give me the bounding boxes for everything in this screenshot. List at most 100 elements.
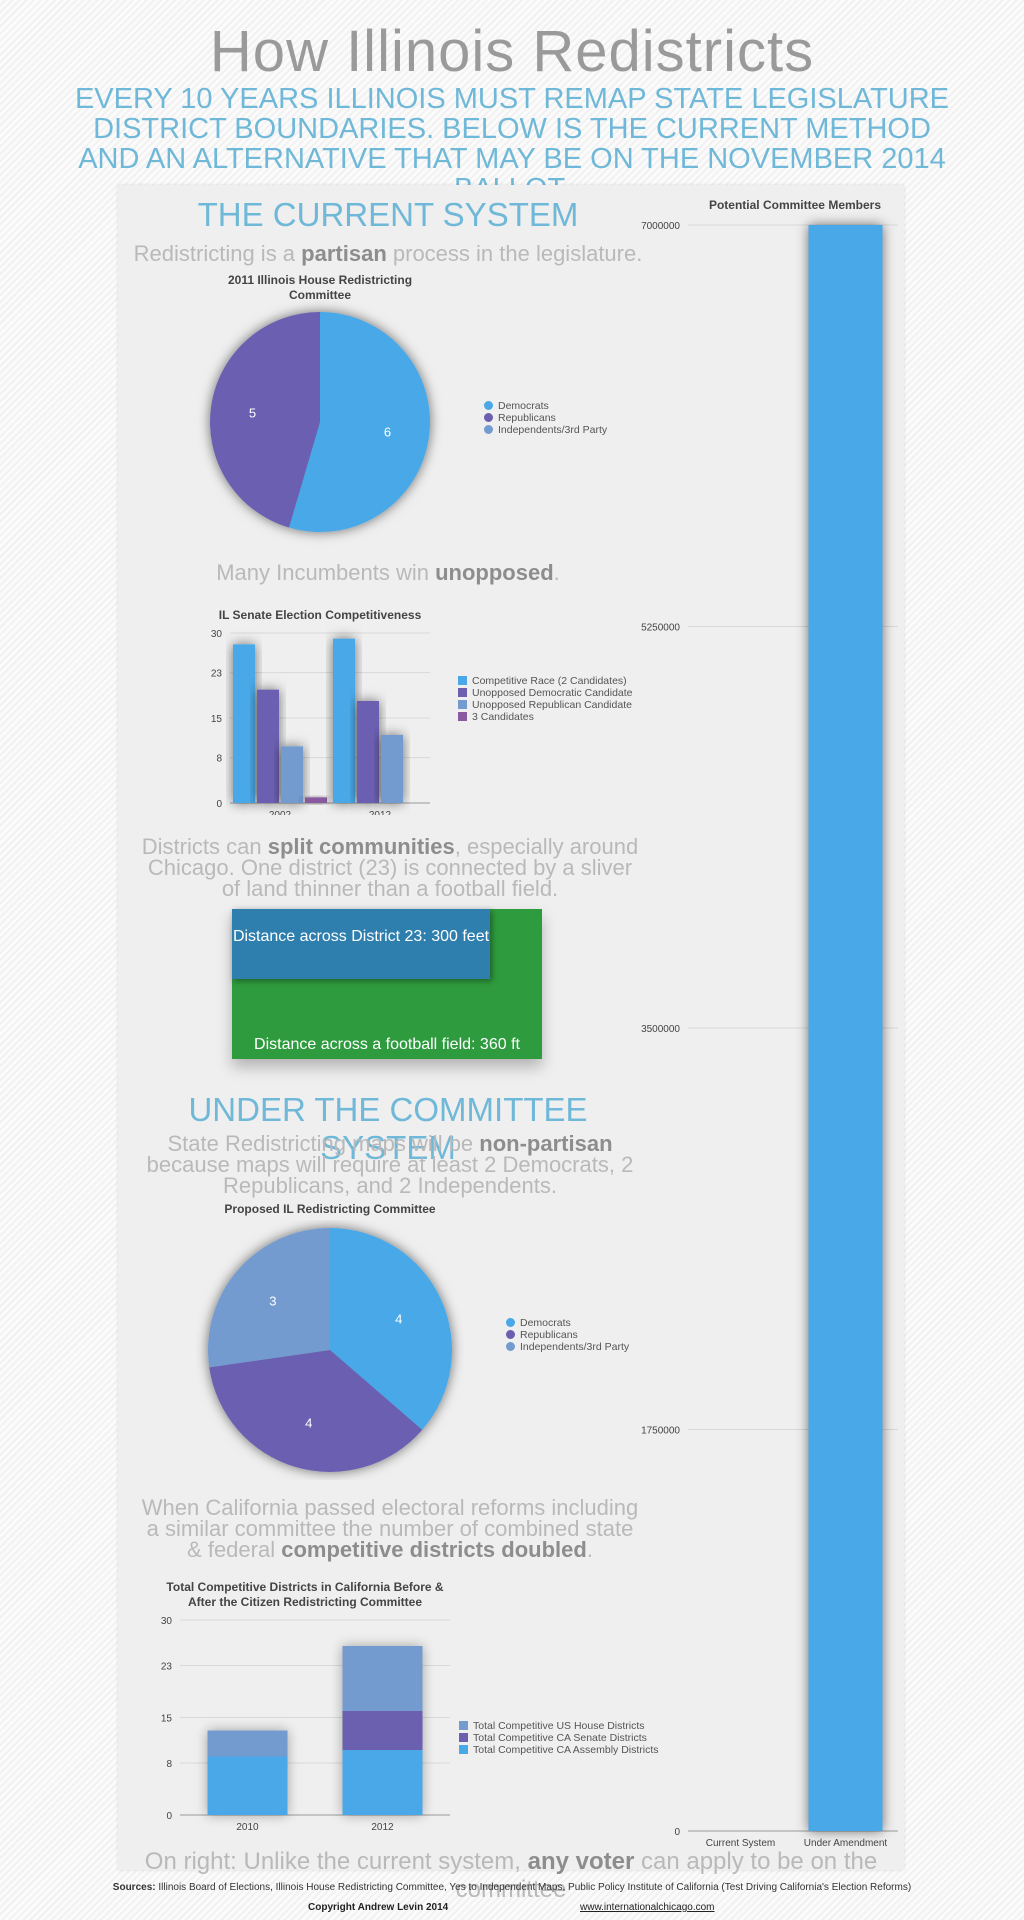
non-partisan-text: State Redistricting maps will be non-par… xyxy=(146,1131,634,1198)
legend-item: Total Competitive CA Senate Districts xyxy=(459,1732,659,1744)
california-bar-chart: 0 8 15 23 30 2010 2012 xyxy=(161,1616,450,1833)
members-bar-chart: 0 1750000 3500000 5250000 7000000 Current Sys… xyxy=(641,221,898,1849)
pie-slice-democrats xyxy=(330,1228,452,1430)
bar-segment xyxy=(342,1711,423,1750)
legend-label: Independents/3rd Party xyxy=(498,424,608,436)
house-committee-pie: 65 xyxy=(210,312,431,532)
y-tick-label: 0 xyxy=(674,1827,680,1838)
house-committee-title: 2011 Illinois House Redistricting Commit… xyxy=(227,273,413,302)
legend-swatch xyxy=(506,1318,515,1327)
bar xyxy=(381,735,403,803)
proposed-committee-legend: Democrats Republicans Independents/3rd Par… xyxy=(506,1317,629,1353)
current-system-heading: THE CURRENT SYSTEM xyxy=(197,196,579,233)
legend-label: Total Competitive CA Senate Districts xyxy=(473,1732,647,1744)
pie-slice-label: 6 xyxy=(384,425,391,440)
legend-item: Total Competitive CA Assembly Districts xyxy=(459,1744,659,1756)
bar xyxy=(281,746,303,803)
legend-swatch xyxy=(458,688,467,697)
legend-label: 3 Candidates xyxy=(472,711,534,723)
committee-system-heading: UNDER THE COMMITTEE SYSTEM xyxy=(188,1091,588,1166)
legend-swatch xyxy=(484,413,493,422)
bar-segment xyxy=(342,1646,423,1711)
legend-swatch xyxy=(458,700,467,709)
y-tick-label: 7000000 xyxy=(641,221,680,232)
legend-item: Democrats xyxy=(506,1317,629,1329)
y-tick-label: 8 xyxy=(216,754,222,765)
y-tick-label: 0 xyxy=(166,1811,172,1822)
y-tick-label: 23 xyxy=(211,669,223,680)
pie-slice-label: 3 xyxy=(269,1293,276,1308)
legend-label: Total Competitive CA Assembly Districts xyxy=(473,1744,659,1756)
pie-slice-republicans xyxy=(209,1350,423,1472)
sources: Sources: Illinois Board of Elections, Il… xyxy=(112,1882,912,1893)
legend-swatch xyxy=(484,425,493,434)
proposed-committee-title: Proposed IL Redistricting Committee xyxy=(224,1202,436,1216)
proposed-committee-pie: 4 4 3 xyxy=(208,1228,452,1472)
bar xyxy=(808,225,883,1831)
bar xyxy=(305,797,327,803)
y-tick-label: 5250000 xyxy=(641,623,680,634)
y-tick-label: 1750000 xyxy=(641,1426,680,1437)
legend-label: Independents/3rd Party xyxy=(520,1341,630,1353)
california-text: When California passed electoral reforms… xyxy=(141,1495,639,1562)
legend-swatch xyxy=(459,1721,468,1730)
pie-slice-democrats xyxy=(289,312,431,532)
main-title: How Illinois Redistricts xyxy=(209,19,815,84)
legend-label: Competitive Race (2 Candidates) xyxy=(472,675,627,687)
house-committee-legend: Democrats Republicans Independents/3rd Par… xyxy=(484,400,607,436)
bar-segment xyxy=(207,1730,288,1757)
legend-label: Unopposed Republican Candidate xyxy=(472,699,632,711)
bar xyxy=(357,701,379,803)
x-tick-label: 2002 xyxy=(269,810,292,815)
y-tick-label: 15 xyxy=(161,1714,173,1725)
senate-chart-legend: Competitive Race (2 Candidates) Unopposed… xyxy=(458,675,633,723)
legend-item: Independents/3rd Party xyxy=(506,1341,629,1353)
bar-segment xyxy=(342,1750,423,1815)
legend-label: Unopposed Democratic Candidate xyxy=(472,687,633,699)
pie-slice-label: 4 xyxy=(305,1416,312,1431)
legend-label: Total Competitive US House Districts xyxy=(473,1720,645,1732)
legend-swatch xyxy=(506,1330,515,1339)
website-link[interactable]: www.internationalchicago.com xyxy=(580,1902,715,1913)
district-23-box: Distance across District 23: 300 feet xyxy=(232,909,490,979)
y-tick-label: 23 xyxy=(161,1662,173,1673)
legend-item: Independents/3rd Party xyxy=(484,424,607,436)
x-tick-label: Current System xyxy=(706,1838,775,1849)
legend-item: Unopposed Democratic Candidate xyxy=(458,687,633,699)
subtitle: EVERY 10 YEARS ILLINOIS MUST REMAP STATE… xyxy=(74,83,950,204)
football-field-label: Distance across a football field: 360 ft xyxy=(254,1036,520,1053)
senate-chart-title: IL Senate Election Competitiveness xyxy=(218,608,422,622)
y-tick-label: 30 xyxy=(161,1616,173,1627)
legend-item: Competitive Race (2 Candidates) xyxy=(458,675,633,687)
senate-bar-chart: 0 8 15 23 30 2002 2012 xyxy=(211,629,430,815)
legend-label: Republicans xyxy=(498,412,556,424)
y-tick-label: 15 xyxy=(211,714,223,725)
legend-swatch xyxy=(459,1733,468,1742)
legend-label: Democrats xyxy=(520,1317,571,1329)
bar xyxy=(233,644,255,803)
bar xyxy=(333,638,355,803)
y-tick-label: 30 xyxy=(211,629,223,640)
x-tick-label: 2012 xyxy=(369,810,392,815)
x-tick-label: 2012 xyxy=(371,1822,394,1833)
x-tick-label: 2010 xyxy=(236,1822,259,1833)
footer-note: On right: Unlike the current system, any… xyxy=(144,1848,878,1903)
pie-slice-republicans xyxy=(210,312,320,528)
pie-slice-label: 4 xyxy=(395,1312,402,1327)
legend-item: Republicans xyxy=(506,1329,629,1341)
pie-slice-independents-3rd-party xyxy=(208,1228,330,1368)
legend-item: Democrats xyxy=(484,400,607,412)
members-chart-title: Potential Committee Members xyxy=(708,198,882,212)
bar-segment xyxy=(207,1756,288,1815)
legend-item: Total Competitive US House Districts xyxy=(459,1720,659,1732)
copyright: Copyright Andrew Levin 2014 xyxy=(308,1902,449,1913)
bar xyxy=(257,689,279,803)
x-tick-label: Under Amendment xyxy=(804,1838,888,1849)
y-tick-label: 8 xyxy=(166,1759,172,1770)
legend-item: 3 Candidates xyxy=(458,711,633,723)
legend-item: Unopposed Republican Candidate xyxy=(458,699,633,711)
legend-label: Republicans xyxy=(520,1329,578,1341)
y-tick-label: 3500000 xyxy=(641,1024,680,1035)
partisan-text: Redistricting is a partisan process in t… xyxy=(133,241,643,266)
unopposed-text: Many Incumbents win unopposed. xyxy=(216,560,560,585)
